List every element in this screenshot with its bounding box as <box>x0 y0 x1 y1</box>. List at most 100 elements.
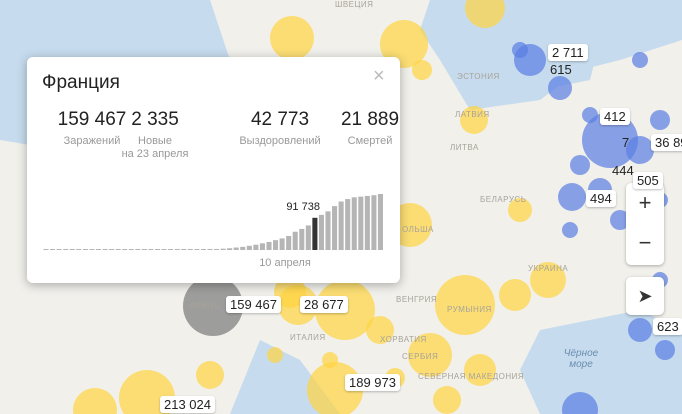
bar <box>259 243 265 250</box>
stat-label: Смертей <box>347 135 393 147</box>
x-axis-label: 10 апреля <box>259 257 311 269</box>
bar <box>312 217 318 250</box>
bar <box>332 206 338 250</box>
bubble <box>632 52 648 68</box>
bubble-label: 505 <box>633 172 663 189</box>
bar <box>194 249 200 250</box>
bar <box>279 238 285 250</box>
sparkline: 91 738 10 апреля <box>43 194 383 269</box>
bar <box>135 249 141 250</box>
zoom-out[interactable]: − <box>638 230 652 255</box>
country-label: РУМЫНИЯ <box>447 305 492 314</box>
bar <box>76 249 82 250</box>
bubble-label: 36 897 <box>651 134 682 151</box>
bubble-label: 615 <box>550 62 572 77</box>
bubble-label: 213 024 <box>160 396 215 413</box>
country-label: ЭСТОНИЯ <box>457 72 500 81</box>
bar <box>43 249 49 250</box>
bar <box>246 245 252 250</box>
sea-label: Чёрное море <box>563 348 599 370</box>
bubble-label: 412 <box>600 108 630 125</box>
bar <box>345 199 351 250</box>
bubble <box>322 352 338 368</box>
bar <box>63 249 69 250</box>
bar <box>364 195 370 250</box>
bar <box>318 214 324 250</box>
stat-value: 2 335 <box>131 109 179 130</box>
bar <box>214 249 220 250</box>
bar <box>69 249 75 250</box>
bar <box>174 249 180 250</box>
bubble <box>570 155 590 175</box>
bubble-label: 2 711 <box>548 44 588 61</box>
bubble-label: 28 677 <box>300 296 348 313</box>
bar <box>50 249 56 250</box>
country-label: ВЕНГРИЯ <box>396 295 438 304</box>
bubble-france <box>183 276 243 336</box>
country-label: УКРАИНА <box>528 264 569 273</box>
zoom-control[interactable]: + − <box>626 183 664 265</box>
bar <box>358 196 364 250</box>
close-button[interactable]: × <box>373 65 385 87</box>
bar <box>351 197 357 250</box>
bubble <box>626 136 654 164</box>
popup-title: Франция <box>42 72 120 93</box>
bar <box>305 225 311 250</box>
zoom-in[interactable]: + <box>638 190 652 215</box>
bar <box>286 235 292 250</box>
country-label: ХОРВАТИЯ <box>380 335 427 344</box>
bubble-label: 623 <box>653 318 682 335</box>
bar <box>187 249 193 250</box>
bubble <box>465 0 505 28</box>
bubble <box>499 279 531 311</box>
bar <box>168 249 174 250</box>
bubble <box>267 347 283 363</box>
bubble <box>628 318 652 342</box>
bar <box>220 248 226 250</box>
bubble <box>562 222 578 238</box>
bar <box>109 249 115 250</box>
bar <box>338 201 344 250</box>
country-label: ИТАЛИЯ <box>290 333 326 342</box>
bar <box>233 247 239 250</box>
bubble <box>73 388 117 414</box>
bubble <box>366 316 394 344</box>
bubble-label: 494 <box>586 190 616 207</box>
country-label: ОЛЬША <box>402 225 434 234</box>
bar <box>377 194 383 250</box>
bar <box>102 249 108 250</box>
bubble <box>435 275 495 335</box>
locate-button[interactable]: ➤ <box>626 277 664 315</box>
bubble <box>380 20 428 68</box>
bubble-label: 7 <box>622 135 630 150</box>
bar <box>161 249 167 250</box>
bar <box>273 240 279 250</box>
stat-value: 159 467 <box>57 109 127 130</box>
info-popup: Франция × 91 738 10 апреля 159 467 Заражен… <box>27 57 400 283</box>
bubble <box>548 76 572 100</box>
bubble <box>270 16 314 60</box>
bar <box>122 249 128 250</box>
bubble <box>562 392 598 414</box>
bubble-label: 189 973 <box>345 374 400 391</box>
country-label: БЕЛАРУСЬ <box>480 195 527 204</box>
bubble <box>508 198 532 222</box>
bar <box>371 195 377 250</box>
stat-value: 21 889 <box>340 109 400 130</box>
bar <box>299 228 305 250</box>
bubble <box>412 60 432 80</box>
country-label: СЕВЕРНАЯ МАКЕДОНИЯ <box>418 372 525 381</box>
bar <box>115 249 121 250</box>
stat-label: Заражений <box>63 135 121 147</box>
bar <box>95 249 102 250</box>
bar <box>154 249 161 250</box>
bubble <box>582 112 638 168</box>
bar <box>181 249 187 250</box>
bubble <box>196 361 224 389</box>
bubble <box>274 276 306 308</box>
bar <box>253 244 259 250</box>
bar <box>128 249 134 250</box>
country-label: СЕРБИЯ <box>402 352 439 361</box>
bubble <box>558 183 586 211</box>
